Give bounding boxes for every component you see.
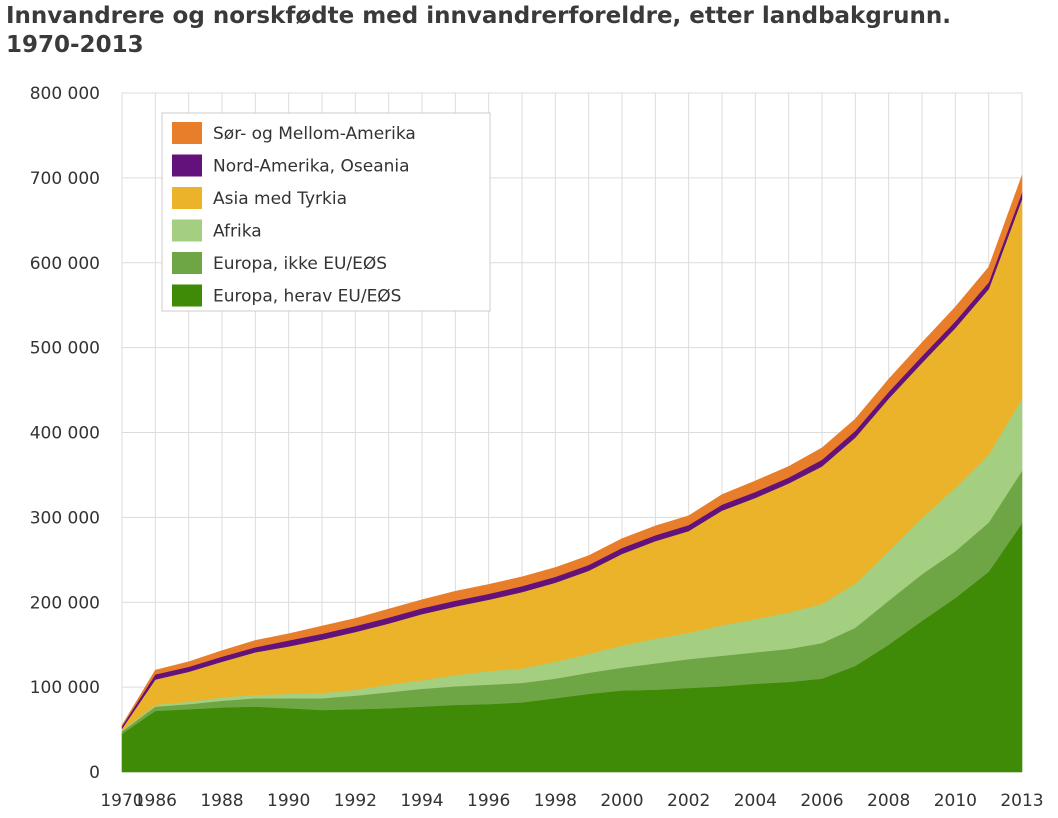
- y-tick-label: 700 000: [30, 169, 100, 189]
- x-tick-label: 2010: [934, 791, 977, 811]
- legend-label: Nord-Amerika, Oseania: [213, 157, 410, 177]
- x-tick-label: 1992: [334, 791, 377, 811]
- y-tick-label: 600 000: [30, 254, 100, 274]
- y-tick-label: 800 000: [30, 84, 100, 104]
- chart-title-line2: 1970-2013: [6, 32, 144, 58]
- legend-label: Afrika: [213, 222, 262, 242]
- y-tick-label: 100 000: [30, 678, 100, 698]
- y-tick-label: 400 000: [30, 424, 100, 444]
- x-tick-label: 2013: [1000, 791, 1043, 811]
- legend-swatch: [172, 252, 202, 274]
- legend-label: Asia med Tyrkia: [213, 189, 347, 209]
- area-sør-og-mellom-amerika: [121, 175, 1023, 728]
- y-tick-label: 0: [89, 763, 100, 783]
- x-tick-label: 2008: [867, 791, 910, 811]
- x-tick-label: 2002: [667, 791, 710, 811]
- x-tick-label: 1986: [134, 791, 177, 811]
- legend-swatch: [172, 219, 202, 242]
- legend-box: [161, 112, 491, 312]
- x-tick-label: 1990: [267, 791, 310, 811]
- y-tick-label: 200 000: [30, 593, 100, 613]
- x-tick-label: 2000: [600, 791, 643, 811]
- x-tick-label: 1988: [200, 791, 243, 811]
- y-tick-label: 300 000: [30, 508, 100, 528]
- x-tick-label: 1996: [467, 791, 510, 811]
- chart-title-line1: Innvandrere og norskfødte med innvandrer…: [6, 3, 952, 29]
- x-tick-label: 1994: [400, 791, 443, 811]
- x-tick-label: 1998: [534, 791, 577, 811]
- legend-label: Sør- og Mellom-Amerika: [213, 124, 416, 144]
- legend-swatch: [172, 122, 202, 144]
- x-tick-label: 1970: [100, 791, 143, 811]
- legend-swatch: [172, 187, 202, 209]
- x-tick-label: 2004: [734, 791, 777, 811]
- x-tick-label: 2006: [800, 791, 843, 811]
- legend-label: Europa, ikke EU/EØS: [213, 254, 387, 274]
- legend-swatch: [172, 154, 202, 177]
- chart-title: Innvandrere og norskfødte med innvandrer…: [6, 2, 1046, 60]
- legend-swatch: [172, 284, 202, 307]
- legend-label: Europa, herav EU/EØS: [213, 287, 401, 307]
- y-tick-label: 500 000: [30, 339, 100, 359]
